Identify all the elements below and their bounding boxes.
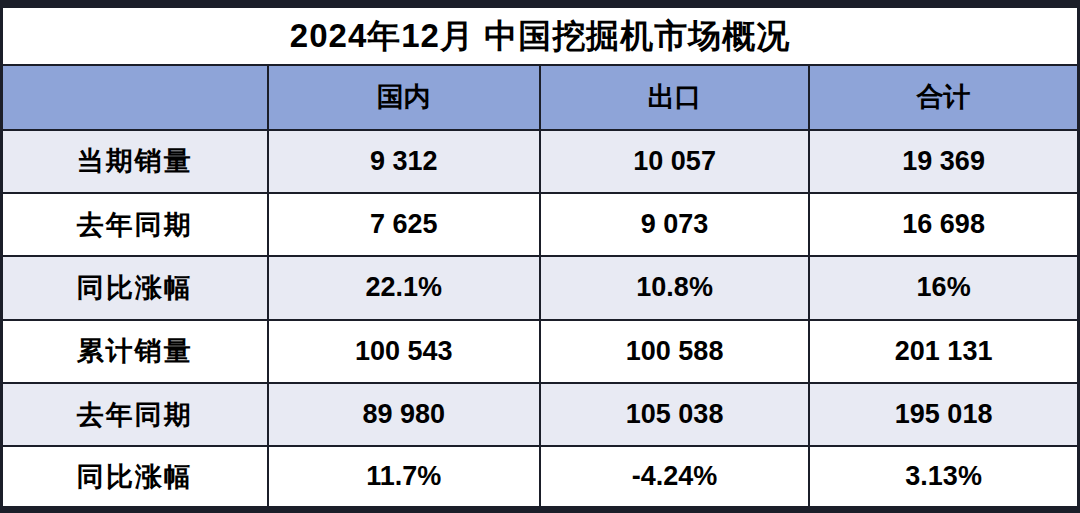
table-row: 去年同期 7 625 9 073 16 698	[2, 193, 1079, 256]
cell-value: 19 369	[809, 130, 1078, 193]
cell-value: 10.8%	[540, 256, 809, 319]
table-title-row: 2024年12月 中国挖掘机市场概况	[2, 4, 1079, 65]
excavator-market-table: 2024年12月 中国挖掘机市场概况 国内 出口 合计 当期销量 9 312 1…	[0, 0, 1080, 513]
cell-value: 3.13%	[809, 446, 1078, 509]
row-label: 去年同期	[2, 193, 268, 256]
cell-value: 16 698	[809, 193, 1078, 256]
header-cell-export: 出口	[540, 65, 809, 129]
cell-value: 9 312	[268, 130, 540, 193]
cell-value: 10 057	[540, 130, 809, 193]
table-row: 当期销量 9 312 10 057 19 369	[2, 130, 1079, 193]
row-label: 同比涨幅	[2, 256, 268, 319]
table-title: 2024年12月 中国挖掘机市场概况	[2, 4, 1079, 65]
cell-value: 105 038	[540, 383, 809, 446]
table-row: 累计销量 100 543 100 588 201 131	[2, 320, 1079, 383]
cell-value: 7 625	[268, 193, 540, 256]
table-row: 同比涨幅 11.7% -4.24% 3.13%	[2, 446, 1079, 509]
cell-value: 100 588	[540, 320, 809, 383]
table-header-row: 国内 出口 合计	[2, 65, 1079, 129]
cell-value: 201 131	[809, 320, 1078, 383]
header-cell-total: 合计	[809, 65, 1078, 129]
table-row: 去年同期 89 980 105 038 195 018	[2, 383, 1079, 446]
cell-value: 195 018	[809, 383, 1078, 446]
cell-value: 22.1%	[268, 256, 540, 319]
cell-value: 11.7%	[268, 446, 540, 509]
row-label: 累计销量	[2, 320, 268, 383]
header-cell-empty	[2, 65, 268, 129]
header-cell-domestic: 国内	[268, 65, 540, 129]
cell-value: 16%	[809, 256, 1078, 319]
row-label: 同比涨幅	[2, 446, 268, 509]
row-label: 当期销量	[2, 130, 268, 193]
cell-value: 9 073	[540, 193, 809, 256]
cell-value: -4.24%	[540, 446, 809, 509]
table-row: 同比涨幅 22.1% 10.8% 16%	[2, 256, 1079, 319]
row-label: 去年同期	[2, 383, 268, 446]
cell-value: 89 980	[268, 383, 540, 446]
cell-value: 100 543	[268, 320, 540, 383]
